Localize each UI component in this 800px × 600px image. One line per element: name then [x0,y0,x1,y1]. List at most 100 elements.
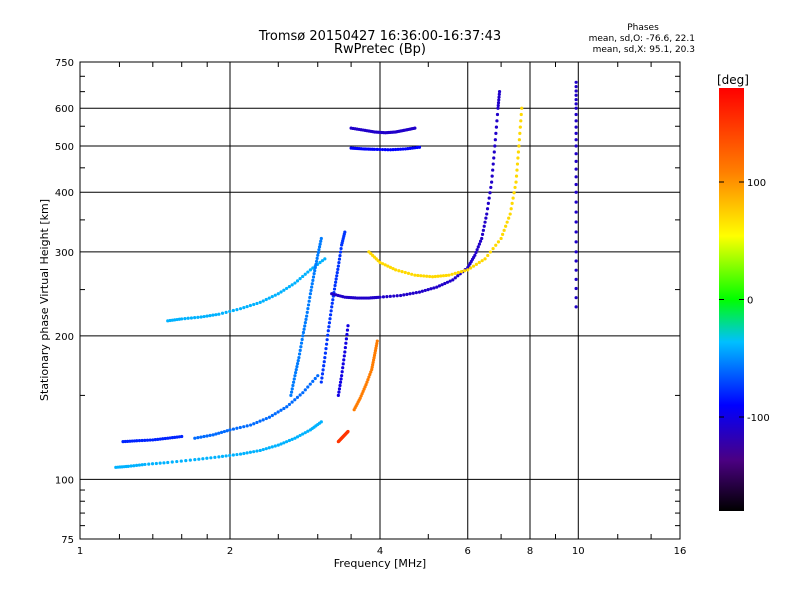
data-point [231,308,235,313]
data-point [258,448,262,453]
data-point [499,236,503,241]
data-point [140,463,144,467]
data-point [365,380,369,384]
data-point [322,360,326,364]
data-point [295,362,300,366]
data-point [245,424,249,428]
data-point [287,438,291,443]
data-point [180,317,184,321]
data-point [338,383,342,388]
data-point [301,391,305,395]
data-point [502,228,506,232]
data-point [574,159,578,164]
data-point [327,321,332,325]
data-point [308,295,312,300]
data-point [504,224,508,228]
data-point [314,259,319,264]
data-point [264,416,268,421]
data-point [432,286,436,290]
data-point [492,150,496,154]
data-point [497,92,501,97]
data-point [574,286,578,291]
chart-subtitle: RwPretec (Bp) [334,42,426,57]
data-point [574,182,578,187]
phase-x-stats: mean, sd,X: 95.1, 20.3 [593,45,695,55]
data-point [388,148,393,152]
data-point [320,372,325,376]
data-point [196,436,200,440]
data-point [484,216,488,220]
data-point [279,290,283,294]
data-point [298,277,302,281]
data-point [413,126,417,130]
data-point [414,291,418,295]
data-point [184,459,188,463]
data-point [193,436,197,440]
data-point [493,144,497,148]
data-point [140,438,144,443]
data-point [162,461,166,465]
data-point [213,455,217,459]
data-point [395,294,399,298]
data-point [258,300,262,305]
data-point [175,459,179,464]
data-point [450,272,454,276]
data-point [298,348,302,352]
data-point [324,342,329,346]
data-point [205,314,209,318]
data-point [255,301,259,306]
data-point [505,220,509,224]
data-point [339,246,343,251]
data-point [252,450,256,454]
data-point [520,106,524,110]
data-point [401,147,405,151]
data-point [406,271,411,276]
data-point [366,377,370,382]
data-point [295,365,299,369]
data-point [199,435,203,439]
data-point [276,443,280,447]
data-point [428,274,432,279]
data-point [346,324,350,328]
data-point [343,350,347,354]
data-point [297,352,302,356]
data-point [189,316,194,320]
data-point [413,146,417,150]
data-point [574,220,578,224]
data-point [397,269,401,273]
data-point [574,259,578,263]
data-point [270,445,274,449]
data-point [282,441,286,445]
data-point [480,236,484,241]
data-point [208,433,212,438]
data-point [574,240,578,244]
data-point [242,451,246,456]
data-point [403,270,407,275]
data-point [337,260,341,265]
data-point [383,263,387,267]
data-point [478,239,483,243]
data-point [317,245,322,249]
data-point [374,344,378,348]
data-point [453,271,457,276]
data-point [135,463,139,467]
data-point [408,292,412,296]
data-point [306,385,310,389]
phase-o-stats: mean, sd,O: -76.6, 22.1 [589,34,695,44]
data-point [327,325,331,329]
data-point [453,276,457,280]
data-point [495,112,500,117]
data-point [344,341,348,345]
y-ticks: 75 100 200 300 400 500 600 750 [55,58,680,546]
data-point [231,453,235,457]
data-point [402,293,406,297]
data-point [497,95,501,99]
data-point [123,439,127,444]
data-point [318,260,322,265]
data-point [574,175,578,179]
data-point [574,119,578,123]
data-point [332,287,337,291]
data-point [433,274,437,279]
phase-heading: Phases [627,23,659,33]
